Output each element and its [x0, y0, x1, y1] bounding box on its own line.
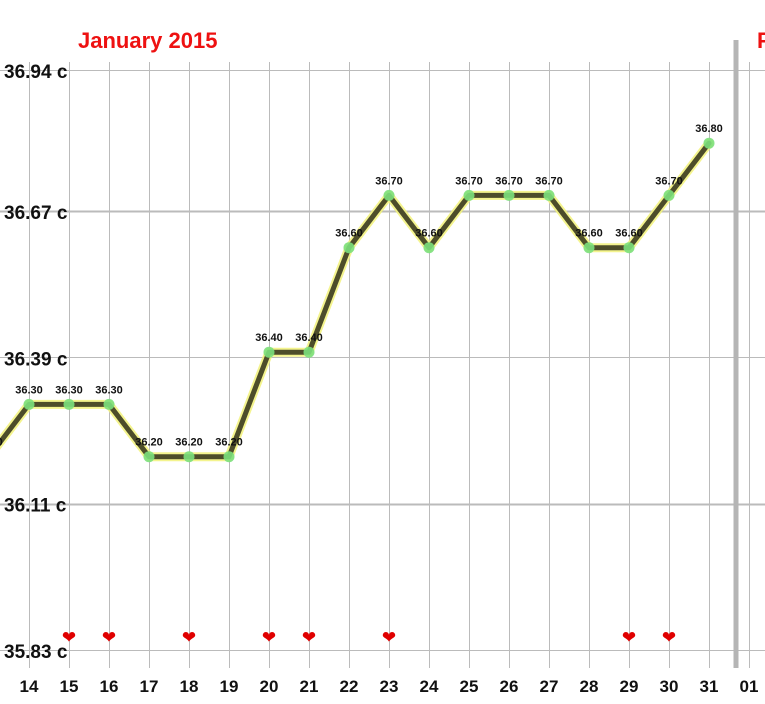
- data-point: [703, 137, 715, 149]
- x-tick-label: 25: [460, 677, 479, 696]
- y-tick-label: 36.11 c: [4, 496, 67, 517]
- heart-icon: ❤: [62, 628, 76, 648]
- data-point: [223, 451, 235, 463]
- y-tick-label: 35.83 c: [4, 642, 68, 663]
- data-point: [183, 451, 195, 463]
- data-label: 36.60: [575, 228, 603, 240]
- heart-icon: ❤: [262, 628, 276, 648]
- data-label: 36.40: [295, 332, 323, 344]
- data-label: 36.20: [135, 437, 163, 449]
- data-point: [663, 189, 675, 201]
- data-point: [23, 398, 35, 410]
- data-label: 36.70: [495, 175, 523, 187]
- x-tick-label: 28: [580, 677, 599, 696]
- data-point: [423, 242, 435, 254]
- data-label: 36.40: [255, 332, 283, 344]
- data-point: [103, 398, 115, 410]
- axes: 36.94 c 36.67 c 36.39 c 36.11 c 35.83 c 14 15 1…: [4, 62, 758, 696]
- x-tick-label: 01: [740, 677, 759, 696]
- data-label: 36.70: [455, 175, 483, 187]
- data-label: 36.60: [615, 228, 643, 240]
- data-point: [623, 242, 635, 254]
- data-point: [503, 189, 515, 201]
- heart-markers: ❤ ❤ ❤ ❤ ❤ ❤ ❤ ❤: [62, 628, 676, 648]
- data-point: [263, 346, 275, 358]
- data-labels: 36.20 36.30 36.30 36.30 36.20 36.20 36.20 36.40…: [0, 123, 723, 449]
- x-tick-label: 31: [700, 677, 719, 696]
- data-label: 36.60: [415, 228, 443, 240]
- x-tick-label: 14: [20, 677, 39, 696]
- x-tick-label: 16: [100, 677, 119, 696]
- data-point: [583, 242, 595, 254]
- heart-icon: ❤: [382, 628, 396, 648]
- chart-title: January 2015: [78, 28, 217, 53]
- data-point: [383, 189, 395, 201]
- x-tick-label: 27: [540, 677, 559, 696]
- next-month-title-fragment: F: [757, 28, 765, 53]
- x-tick-label: 22: [340, 677, 359, 696]
- data-label: 36.20: [175, 437, 203, 449]
- x-tick-label: 23: [380, 677, 399, 696]
- data-point: [63, 398, 75, 410]
- heart-icon: ❤: [622, 628, 636, 648]
- x-tick-label: 20: [260, 677, 279, 696]
- temperature-series: [0, 137, 715, 463]
- data-point: [143, 451, 155, 463]
- y-tick-label: 36.94 c: [4, 62, 68, 83]
- x-tick-label: 18: [180, 677, 199, 696]
- grid: [0, 40, 765, 668]
- x-tick-label: 21: [300, 677, 319, 696]
- data-label: 36.60: [335, 228, 363, 240]
- heart-icon: ❤: [302, 628, 316, 648]
- series-line: [0, 140, 712, 460]
- x-tick-label: 26: [500, 677, 519, 696]
- x-tick-label: 24: [420, 677, 439, 696]
- x-tick-label: 19: [220, 677, 239, 696]
- data-point: [303, 346, 315, 358]
- data-label: 36.30: [15, 384, 43, 396]
- data-label: 36.20: [0, 437, 3, 449]
- data-label: 36.70: [655, 175, 683, 187]
- heart-icon: ❤: [662, 628, 676, 648]
- data-label: 36.30: [55, 384, 83, 396]
- data-label: 36.20: [215, 437, 243, 449]
- data-point: [543, 189, 555, 201]
- data-label: 36.70: [535, 175, 563, 187]
- data-label: 36.30: [95, 384, 123, 396]
- x-tick-label: 15: [60, 677, 79, 696]
- data-label: 36.70: [375, 175, 403, 187]
- y-tick-label: 36.67 c: [4, 203, 68, 224]
- series-glow: [0, 138, 714, 462]
- x-tick-label: 29: [620, 677, 639, 696]
- x-tick-label: 30: [660, 677, 679, 696]
- heart-icon: ❤: [102, 628, 116, 648]
- data-label: 36.80: [695, 123, 723, 135]
- y-tick-label: 36.39 c: [4, 349, 68, 370]
- x-tick-label: 17: [140, 677, 159, 696]
- data-point: [463, 189, 475, 201]
- heart-icon: ❤: [182, 628, 196, 648]
- data-point: [343, 242, 355, 254]
